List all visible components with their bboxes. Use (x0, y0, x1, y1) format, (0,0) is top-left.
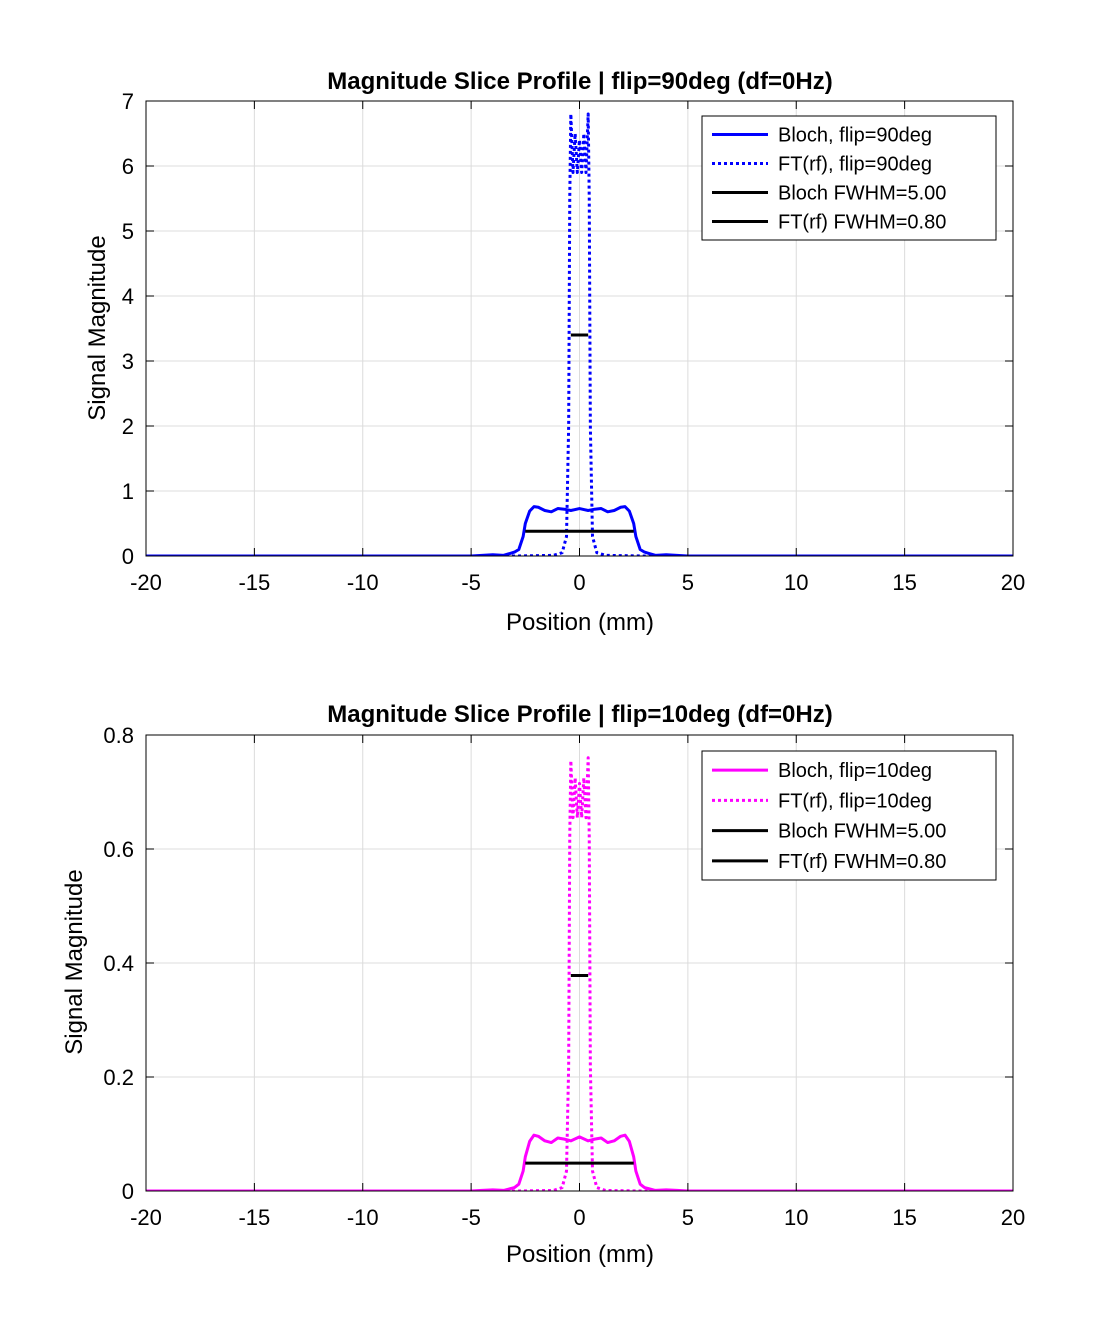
y-tick-label: 6 (122, 154, 134, 179)
y-tick-label: 5 (122, 219, 134, 244)
x-tick-label: 20 (1001, 570, 1025, 595)
y-tick-label: 4 (122, 284, 134, 309)
x-axis-label: Position (mm) (506, 1241, 654, 1268)
chart-title: Magnitude Slice Profile | flip=90deg (df… (327, 68, 832, 95)
series-line-bloch-flip-10deg (146, 1133, 1013, 1191)
legend-box (701, 115, 997, 241)
x-tick-label: 5 (682, 1205, 694, 1230)
legend-label: Bloch FWHM=5.00 (778, 183, 946, 205)
axes: -20 -15 -10 -5 0 5 10 15 20 0 0.2 0.4 0.6 0.8 (103, 723, 1025, 1230)
legend-label: FT(rf) FWHM=0.80 (778, 851, 946, 873)
x-tick-label: -15 (238, 570, 270, 595)
legend-box (701, 750, 997, 881)
plot-top: Magnitude Slice Profile | flip=90deg (df… (84, 68, 1025, 636)
legend-label: FT(rf) FWHM=0.80 (778, 212, 946, 234)
y-tick-label: 3 (122, 349, 134, 374)
x-axis-label: Position (mm) (506, 609, 654, 636)
y-axis-label: Signal Magnitude (61, 869, 88, 1054)
x-tick-label: -10 (347, 570, 379, 595)
axes: -20 -15 -10 -5 0 5 10 15 20 0 1 2 3 4 5 6 7 (122, 89, 1025, 595)
y-tick-label: 0.2 (103, 1065, 134, 1090)
y-tick-label: 0.6 (103, 837, 134, 862)
legend-label: Bloch, flip=90deg (778, 125, 932, 147)
legend-label: Bloch, flip=10deg (778, 760, 932, 782)
x-tick-label: 20 (1001, 1205, 1025, 1230)
plot-bottom: Magnitude Slice Profile | flip=10deg (df… (61, 701, 1025, 1268)
x-tick-label: 15 (892, 1205, 916, 1230)
y-tick-label: 2 (122, 414, 134, 439)
series-layer (146, 756, 1013, 1191)
series-line-ft-rf-flip-90deg (146, 112, 1013, 556)
chart-title: Magnitude Slice Profile | flip=10deg (df… (327, 701, 832, 728)
x-tick-label: -10 (347, 1205, 379, 1230)
x-tick-label: -20 (130, 1205, 162, 1230)
y-tick-label: 0 (122, 544, 134, 569)
y-tick-label: 7 (122, 89, 134, 114)
x-tick-label: 10 (784, 570, 808, 595)
x-tick-label: 0 (573, 1205, 585, 1230)
y-tick-label: 0.4 (103, 951, 134, 976)
legend-label: FT(rf), flip=10deg (778, 790, 932, 812)
series-line-ft-rf-flip-10deg (146, 756, 1013, 1191)
y-tick-label: 0.8 (103, 723, 134, 748)
x-tick-label: -5 (461, 1205, 481, 1230)
x-tick-label: -20 (130, 570, 162, 595)
legend: Bloch, flip=10deg FT(rf), flip=10deg Bloch… (701, 750, 997, 881)
legend: Bloch, flip=90deg FT(rf), flip=90deg Bloch… (701, 115, 997, 241)
y-tick-label: 1 (122, 479, 134, 504)
y-axis-label: Signal Magnitude (84, 235, 111, 420)
x-tick-label: 0 (573, 570, 585, 595)
series-line-bloch-flip-90deg (146, 505, 1013, 556)
series-layer (146, 112, 1013, 556)
x-tick-label: 5 (682, 570, 694, 595)
x-tick-label: -15 (238, 1205, 270, 1230)
x-tick-label: 15 (892, 570, 916, 595)
y-tick-label: 0 (122, 1179, 134, 1204)
legend-label: FT(rf), flip=90deg (778, 154, 932, 176)
legend-label: Bloch FWHM=5.00 (778, 821, 946, 843)
x-tick-label: -5 (461, 570, 481, 595)
x-tick-label: 10 (784, 1205, 808, 1230)
